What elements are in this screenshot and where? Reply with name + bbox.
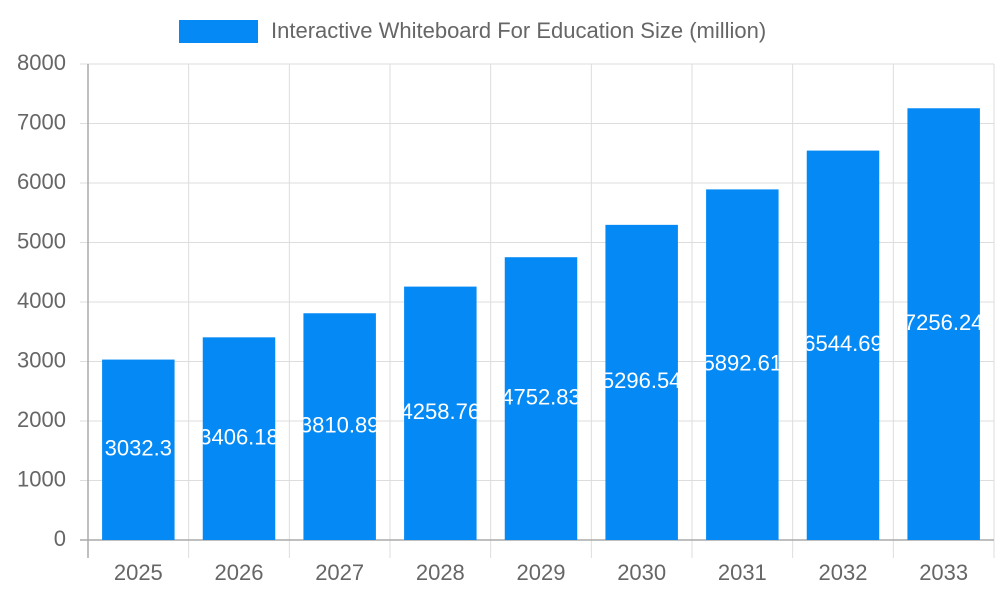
x-tick-label: 2032 bbox=[819, 560, 868, 585]
x-tick-label: 2031 bbox=[718, 560, 767, 585]
y-tick-label: 2000 bbox=[17, 407, 66, 432]
y-tick-label: 0 bbox=[54, 526, 66, 551]
y-tick-label: 1000 bbox=[17, 466, 66, 491]
bar bbox=[102, 359, 175, 540]
x-tick-label: 2033 bbox=[919, 560, 968, 585]
data-label: 3810.89 bbox=[300, 412, 380, 437]
y-tick-label: 3000 bbox=[17, 347, 66, 372]
bar bbox=[303, 313, 376, 540]
y-tick-label: 5000 bbox=[17, 228, 66, 253]
bar bbox=[605, 224, 678, 540]
data-label: 4752.83 bbox=[501, 384, 581, 409]
x-tick-label: 2028 bbox=[416, 560, 465, 585]
data-label: 3406.18 bbox=[199, 424, 279, 449]
x-tick-label: 2025 bbox=[114, 560, 163, 585]
bar bbox=[907, 108, 980, 540]
bar bbox=[504, 257, 578, 540]
data-label: 7256.24 bbox=[904, 310, 984, 335]
bar bbox=[706, 189, 779, 540]
x-tick-label: 2027 bbox=[315, 560, 364, 585]
y-tick-label: 4000 bbox=[17, 288, 66, 313]
x-tick-label: 2029 bbox=[517, 560, 566, 585]
y-tick-label: 7000 bbox=[17, 109, 66, 134]
x-tick-label: 2030 bbox=[617, 560, 666, 585]
data-label: 5296.54 bbox=[602, 368, 682, 393]
data-label: 3032.3 bbox=[105, 436, 172, 461]
bar bbox=[404, 286, 477, 540]
data-label: 4258.76 bbox=[401, 399, 481, 424]
y-tick-label: 6000 bbox=[17, 169, 66, 194]
bar bbox=[806, 150, 880, 540]
data-label: 5892.61 bbox=[703, 351, 783, 376]
legend-label: Interactive Whiteboard For Education Siz… bbox=[271, 18, 766, 43]
legend-swatch bbox=[179, 20, 258, 43]
data-label: 6544.69 bbox=[803, 331, 883, 356]
x-tick-label: 2026 bbox=[215, 560, 264, 585]
bar bbox=[202, 337, 276, 540]
y-tick-label: 8000 bbox=[17, 50, 66, 75]
